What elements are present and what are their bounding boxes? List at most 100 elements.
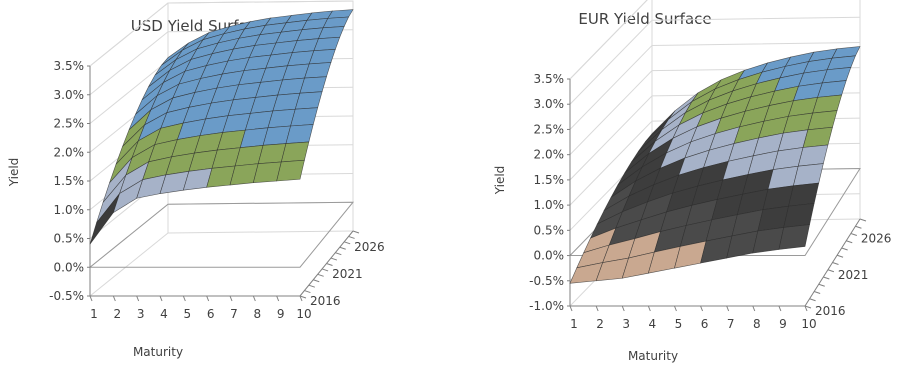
chart1-x-tick — [89, 295, 93, 302]
chart2-x-tick — [700, 305, 704, 312]
chart1-y-grid-line — [89, 0, 354, 67]
chart1-y-tick-label: 3.0% — [54, 88, 85, 102]
chart2-x-tick — [752, 305, 756, 312]
chart2-depth-tick — [855, 225, 862, 229]
chart1-y-tick-label: 1.0% — [54, 203, 85, 217]
chart2-x-tick — [804, 305, 808, 312]
chart2-depth-tick-label: 2026 — [861, 232, 892, 246]
chart1-surface-cell — [276, 159, 305, 182]
chart1-x-tick-label: 5 — [184, 307, 192, 321]
chart1-x-tick — [159, 295, 163, 302]
chart1-x-tick — [299, 295, 303, 302]
chart1-x-tick-label: 4 — [160, 307, 168, 321]
chart1-depth-tick — [317, 273, 324, 277]
chart1-depth-tick — [348, 235, 355, 239]
chart1-depth-tick-label: 2026 — [354, 240, 385, 254]
chart1-x-tick-label: 7 — [230, 307, 238, 321]
chart2-y-tick-label: -1.0% — [529, 299, 564, 313]
chart2-surface-cell — [792, 163, 824, 187]
chart2-x-tick-label: 6 — [701, 317, 709, 331]
chart2-surface-cell — [797, 144, 829, 167]
chart2-depth-tick — [823, 276, 830, 280]
chart1-x-tick — [182, 295, 186, 302]
chart1-y-tick-label: 2.0% — [54, 145, 85, 159]
chart2-surface-cell — [778, 224, 810, 250]
chart1-depth-tick — [304, 290, 311, 294]
chart2-y-tick-label: 2.0% — [534, 148, 565, 162]
chart2-depth-tick — [827, 269, 835, 273]
chart2-depth-tick — [841, 247, 848, 251]
chart2-y-tick-label: 3.5% — [534, 72, 565, 86]
chart2-depth-tick — [809, 298, 816, 302]
chart2-x-tick-label: 3 — [622, 317, 630, 331]
chart2-y-tick-label: 0.5% — [534, 223, 565, 237]
chart1-x-tick-label: 1 — [90, 307, 98, 321]
chart2-y-axis-label: Yield — [493, 166, 507, 196]
chart2-surface-cell — [831, 46, 861, 59]
chart2-x-tick-label: 8 — [753, 317, 761, 331]
chart2-x-tick — [621, 305, 625, 312]
chart2-y-tick-label: 2.5% — [534, 122, 565, 136]
chart1-depth-tick — [339, 246, 346, 250]
chart1-y-tick-label: 0.5% — [54, 232, 85, 246]
chart2-y-grid-line — [569, 0, 648, 80]
chart2-x-tick — [595, 305, 599, 312]
chart2-x-tick-label: 1 — [570, 317, 578, 331]
chart1-y-axis-label: Yield — [7, 158, 21, 188]
chart1-y-tick-label: 0.0% — [54, 260, 85, 274]
chart1-zero-plane — [88, 201, 355, 268]
chart1-y-tick-label: 1.5% — [54, 174, 85, 188]
chart2-depth-tick — [846, 240, 853, 244]
chart1-x-tick — [112, 295, 116, 302]
chart1-x-tick-label: 6 — [207, 307, 215, 321]
chart1-x-tick — [276, 295, 280, 302]
chart2-surface-cell — [802, 126, 833, 148]
chart2-depth-tick — [850, 233, 857, 236]
chart2-x-tick-label: 5 — [675, 317, 683, 331]
chart2-x-tick-label: 9 — [779, 317, 787, 331]
chart1-y-tick-label: 3.5% — [54, 59, 85, 73]
chart1-x-tick-label: 9 — [277, 307, 285, 321]
chart1-x-tick — [252, 295, 256, 302]
chart2-y-grid-line — [569, 16, 861, 105]
chart2-y-tick-label: 0.0% — [534, 249, 565, 263]
chart1-surface-cell — [280, 141, 310, 163]
chart1-depth-tick — [308, 284, 315, 288]
chart2-x-tick — [673, 305, 677, 312]
chart2-depth-tick — [814, 291, 821, 294]
chart1-x-tick-label: 10 — [296, 307, 311, 321]
chart1-surface-cell — [285, 124, 314, 144]
chart2-surface-cell — [783, 203, 815, 228]
chart2-x-tick-label: 10 — [801, 317, 816, 331]
chart2-depth-tick — [836, 254, 844, 258]
chart2-y-grid-line — [569, 41, 861, 130]
chart1-x-tick-label: 2 — [114, 307, 122, 321]
chart1-surface-cell — [290, 107, 319, 127]
chart1-depth-tick — [326, 263, 333, 266]
chart2-depth-tick — [832, 262, 839, 265]
chart2-x-tick-label: 7 — [727, 317, 735, 331]
chart2-x-tick — [726, 305, 730, 312]
chart2-x-tick-label: 4 — [649, 317, 657, 331]
chart1-depth-tick — [299, 295, 307, 299]
chart2-surface-cell — [788, 182, 820, 207]
chart1-y-grid-line — [89, 230, 354, 297]
chart1-y-tick-label: -0.5% — [49, 289, 84, 303]
chart1-x-axis-label: Maturity — [133, 345, 183, 359]
chart1-x-tick — [136, 295, 140, 302]
chart2-depth-tick — [859, 218, 867, 222]
chart1-depth-tick — [330, 257, 338, 261]
chart2-y-tick-label: 1.5% — [534, 173, 565, 187]
chart2-x-tick — [569, 305, 573, 312]
chart1-x-tick-label: 8 — [254, 307, 262, 321]
chart1-x-tick — [229, 295, 233, 302]
chart1-x-tick — [206, 295, 210, 302]
chart2-depth-tick — [804, 305, 812, 309]
chart1-depth-tick-label: 2021 — [332, 267, 363, 281]
chart2-x-tick — [647, 305, 651, 312]
chart2-y-tick-label: 3.0% — [534, 97, 565, 111]
chart1-x-tick-label: 3 — [137, 307, 145, 321]
chart2-x-tick — [778, 305, 782, 312]
